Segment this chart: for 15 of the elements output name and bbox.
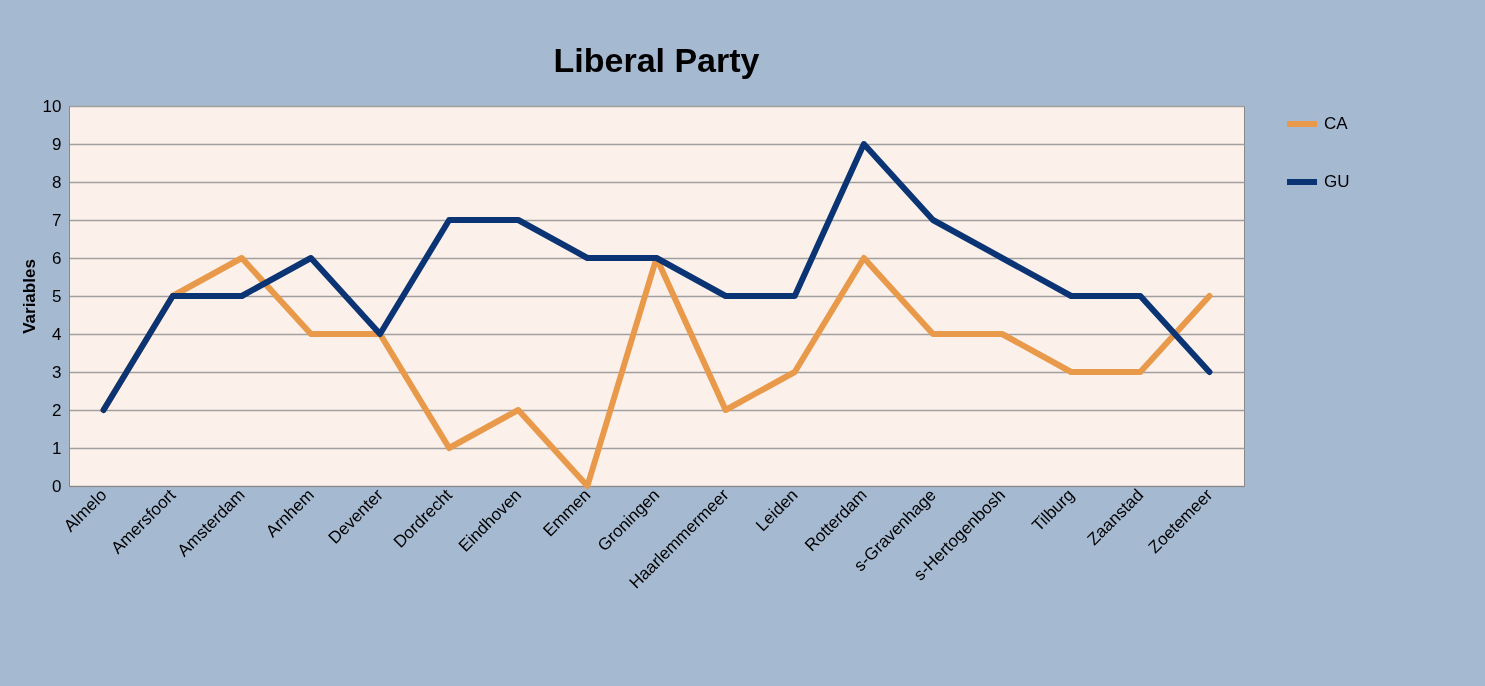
y-tick-label: 5 (52, 286, 62, 306)
y-tick-label: 6 (52, 248, 62, 268)
y-tick-label: 8 (52, 172, 62, 192)
legend-label: CA (1324, 114, 1349, 133)
legend-label: GU (1324, 172, 1350, 191)
y-tick-label: 3 (52, 362, 62, 382)
y-tick-label: 9 (52, 134, 62, 154)
y-tick-label: 2 (52, 400, 62, 420)
chart-title: Liberal Party (553, 41, 760, 79)
y-tick-label: 7 (52, 210, 62, 230)
y-tick-label: 10 (42, 96, 62, 116)
y-axis-title: Variables (19, 259, 39, 334)
y-tick-label: 0 (52, 476, 62, 496)
y-tick-label: 4 (52, 324, 62, 344)
y-tick-label: 1 (52, 438, 62, 458)
